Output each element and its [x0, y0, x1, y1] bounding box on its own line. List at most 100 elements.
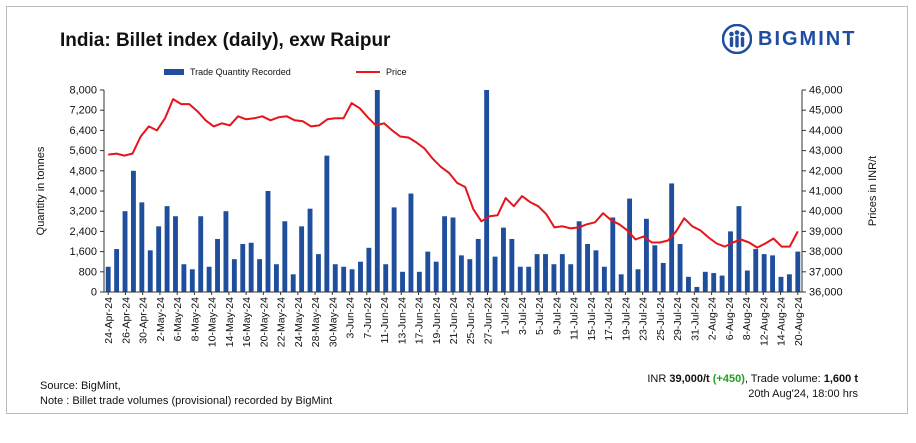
x-tick-label: 8-May-24	[189, 297, 201, 342]
bar	[509, 238, 515, 292]
bar	[114, 249, 120, 292]
x-tick-label: 8-Aug-24	[741, 297, 753, 340]
bar	[484, 90, 490, 292]
bar	[215, 238, 220, 292]
x-tick-label: 17-Jun-24	[414, 297, 426, 344]
x-tick-label: 30-May-24	[327, 297, 339, 347]
bar	[761, 254, 767, 292]
y-right-tick-label: 42,000	[809, 165, 843, 177]
bar	[744, 270, 750, 292]
bar	[105, 266, 111, 292]
x-tick-label: 28-May-24	[310, 297, 322, 347]
x-tick-label: 24-May-24	[293, 297, 305, 347]
bar	[358, 261, 363, 292]
bar	[635, 269, 641, 292]
bar	[181, 264, 187, 292]
volume-prefix: , Trade volume:	[744, 373, 824, 385]
legend-label-quantity: Trade Quantity Recorded	[190, 67, 291, 77]
y-right-tick-label: 46,000	[809, 85, 843, 97]
bar	[316, 254, 321, 292]
y-left-tick-label: 5,600	[69, 145, 97, 157]
x-tick-label: 25-Jul-24	[655, 297, 667, 341]
y-left-tick-label: 800	[79, 266, 97, 278]
bar	[332, 264, 338, 292]
bar	[778, 276, 784, 292]
bigmint-logo-icon	[722, 24, 752, 54]
legend-item-price: Price	[356, 67, 407, 77]
bar	[349, 269, 355, 292]
x-tick-label: 3-Jul-24	[517, 297, 529, 335]
bar	[416, 271, 422, 292]
x-tick-label: 7-Jun-24	[362, 297, 374, 339]
bar	[173, 216, 178, 292]
x-tick-label: 2-May-24	[155, 297, 167, 342]
x-tick-label: 19-Jun-24	[431, 297, 443, 344]
x-tick-label: 23-Jul-24	[638, 297, 650, 341]
bar	[442, 216, 448, 292]
bar	[551, 264, 557, 292]
x-tick-label: 1-Jul-24	[500, 297, 512, 335]
bar	[122, 211, 128, 292]
chart-legend: Trade Quantity Recorded Price	[0, 65, 916, 81]
bar	[618, 274, 624, 292]
bar	[677, 244, 683, 292]
x-tick-label: 6-Aug-24	[724, 297, 736, 340]
x-tick-label: 27-Jun-24	[482, 297, 494, 344]
bar	[694, 286, 700, 292]
bar	[206, 266, 212, 292]
x-tick-label: 25-Jun-24	[465, 297, 477, 344]
bar	[719, 275, 725, 292]
bar	[652, 245, 658, 292]
bar	[341, 266, 347, 292]
bar	[433, 261, 439, 292]
bar	[299, 226, 305, 292]
chart-frame	[6, 6, 908, 414]
x-tick-label: 31-Jul-24	[689, 297, 701, 341]
footer-timestamp: 20th Aug'24, 18:00 hrs	[748, 388, 858, 400]
bar	[517, 266, 523, 292]
x-tick-label: 16-May-24	[241, 297, 253, 347]
x-tick-label: 11-Jul-24	[569, 297, 581, 340]
bar	[736, 206, 742, 292]
y-left-tick-label: 8,000	[69, 85, 97, 97]
y-left-tick-label: 3,200	[69, 206, 97, 218]
bar	[526, 266, 532, 292]
x-tick-label: 2-Aug-24	[707, 297, 719, 340]
bar	[576, 221, 582, 292]
x-tick-label: 14-May-24	[224, 297, 236, 347]
footer-note: Note : Billet trade volumes (provisional…	[40, 395, 333, 407]
y-right-tick-label: 41,000	[809, 186, 843, 198]
bar	[139, 202, 145, 292]
bar	[458, 255, 464, 292]
bar	[467, 259, 473, 292]
x-tick-label: 5-Jul-24	[534, 297, 546, 335]
bar	[408, 193, 414, 292]
y-left-tick-label: 1,600	[69, 246, 97, 258]
bar	[753, 249, 759, 292]
bar	[686, 276, 691, 292]
brand-name: BIGMINT	[758, 27, 857, 50]
x-tick-label: 10-May-24	[207, 297, 219, 347]
y-right-tick-label: 39,000	[809, 226, 843, 238]
x-tick-label: 30-Apr-24	[138, 297, 150, 344]
y-left-tick-label: 6,400	[69, 125, 97, 137]
bar	[786, 274, 792, 292]
x-tick-label: 11-Jun-24	[379, 297, 391, 344]
bar	[198, 216, 204, 292]
price-prefix: INR	[647, 373, 670, 385]
legend-item-quantity: Trade Quantity Recorded	[164, 67, 291, 77]
bar	[728, 231, 733, 292]
bar	[324, 155, 330, 292]
bar	[231, 259, 237, 292]
bar	[273, 264, 279, 292]
bar	[711, 273, 717, 292]
bar	[593, 250, 599, 292]
footer-source: Source: BigMint,	[40, 380, 121, 392]
chart-title: India: Billet index (daily), exw Raipur	[60, 30, 391, 51]
x-tick-label: 29-Jul-24	[672, 297, 684, 341]
bar	[770, 255, 776, 292]
bar	[164, 206, 170, 292]
legend-line-swatch	[356, 71, 380, 73]
footer-summary: INR 39,000/t (+450), Trade volume: 1,600…	[647, 373, 858, 385]
